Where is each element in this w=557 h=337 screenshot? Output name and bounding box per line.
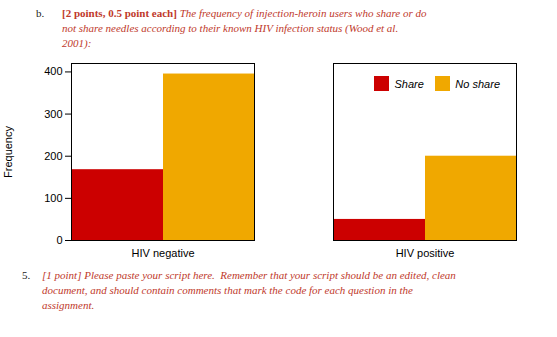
- html-text:No share: No share: [455, 77, 500, 90]
- html-text:5.: 5.: [22, 269, 31, 281]
- svg-text:400: 400: [44, 65, 62, 77]
- html-text:[1 point] Please paste your sc: [1 point] Please paste your script here.…: [42, 269, 456, 311]
- svg-text:300: 300: [44, 108, 62, 120]
- svg-text:HIV positive: HIV positive: [396, 247, 455, 259]
- html-text:[2 points, 0.5 point each] The: [2 points, 0.5 point each] The frequency…: [62, 7, 427, 49]
- svg-text:Frequency: Frequency: [2, 126, 14, 178]
- svg-text:100: 100: [44, 192, 62, 204]
- svg-text:200: 200: [44, 150, 62, 162]
- svg-text:HIV negative: HIV negative: [132, 247, 195, 259]
- html-text:b.: b.: [36, 7, 45, 19]
- svg-text:0: 0: [56, 234, 62, 246]
- html-text:Share: Share: [394, 77, 424, 90]
